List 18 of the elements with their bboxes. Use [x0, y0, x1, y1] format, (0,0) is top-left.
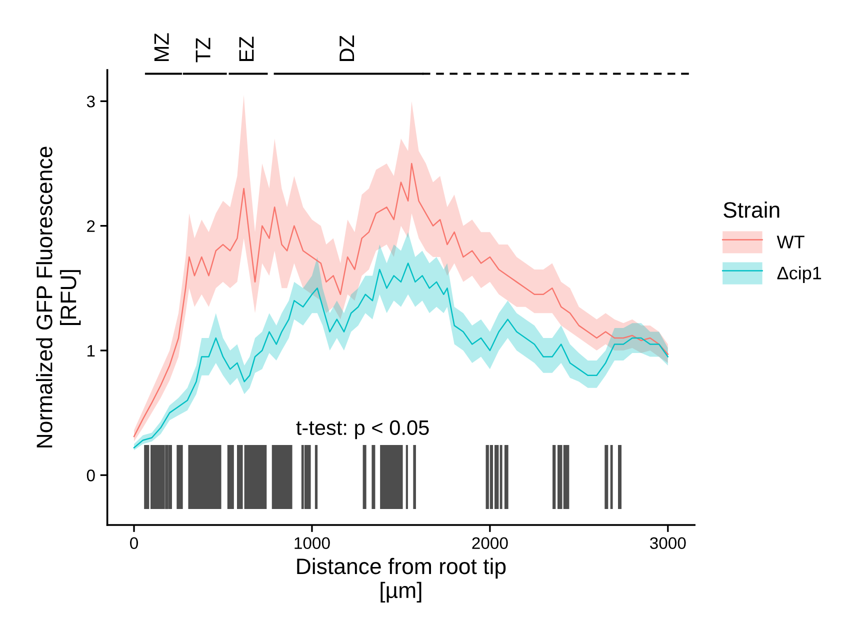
x-tick-label: 2000 — [472, 537, 508, 550]
y-tick-label: 3 — [86, 96, 95, 108]
y-axis-title: Normalized GFP Fluorescence [RFU] — [36, 146, 81, 448]
y-tick-label: 2 — [87, 220, 95, 232]
x-axis-title: Distance from root tip [µm] — [297, 558, 506, 603]
x-tick-label: 3000 — [650, 537, 686, 550]
x-tick-label: 0 — [130, 537, 138, 550]
annotation: EZ — [239, 36, 254, 61]
legend-label: Δcip1 — [777, 266, 822, 284]
annotation: TZ — [196, 38, 210, 62]
annotation: DZ — [340, 36, 354, 61]
x-tick-label: 1000 — [294, 537, 330, 550]
legend-title: Strain — [724, 202, 780, 218]
y-tick-label: 0 — [86, 470, 95, 482]
legend-label: WT — [776, 236, 804, 248]
y-tick-label: 1 — [88, 345, 95, 357]
annotation: t-test: p < 0.05 — [296, 420, 429, 440]
annotation: MZ — [154, 33, 169, 61]
